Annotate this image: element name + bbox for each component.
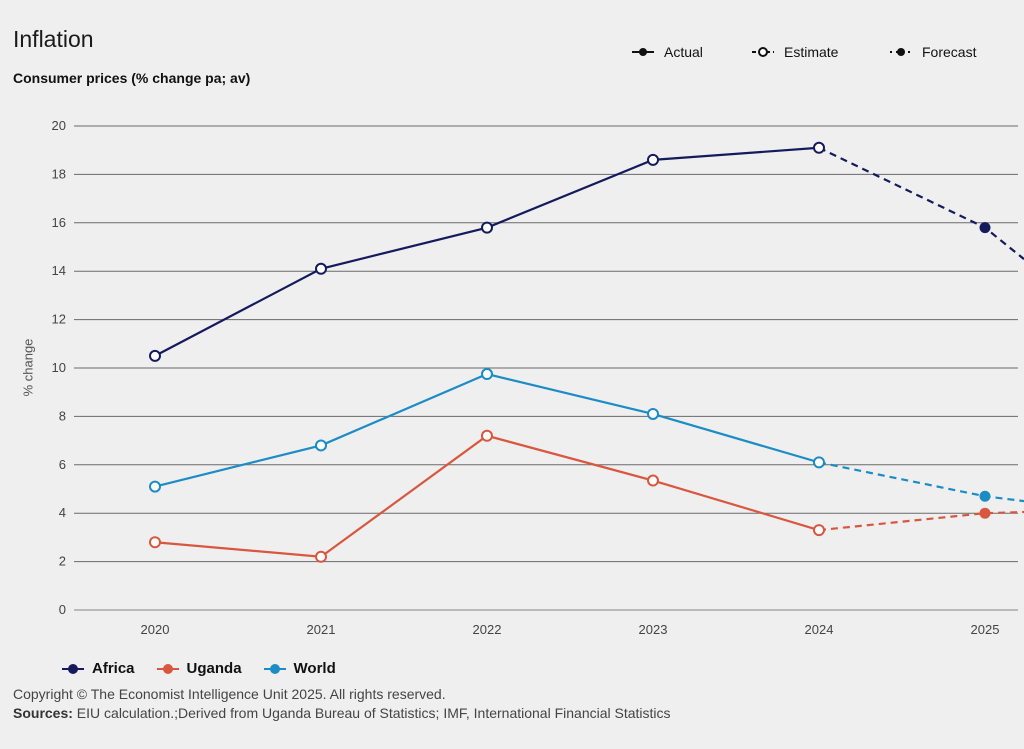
y-tick-label-2: 2 [59, 554, 66, 569]
africa-series-line [154, 146, 820, 357]
y-tick-label-20: 20 [52, 118, 66, 133]
world-point-2021 [315, 439, 327, 452]
x-tick-label-2024: 2024 [805, 622, 834, 637]
x-tick-label-2023: 2023 [639, 622, 668, 637]
uganda-point-2021 [315, 550, 327, 563]
forecast-marker-icon [890, 48, 912, 56]
key-estimate-label: Estimate [784, 44, 839, 60]
legend-item-uganda[interactable]: Uganda [156, 660, 242, 677]
key-forecast: Forecast [890, 44, 976, 60]
legend-uganda-label: Uganda [186, 660, 242, 677]
world-point-2023 [647, 407, 659, 420]
x-tick-label-2025: 2025 [971, 622, 1000, 637]
world-forecast-line [818, 461, 1024, 503]
uganda-point-2023 [647, 474, 659, 487]
y-tick-label-0: 0 [59, 602, 66, 617]
chart-title: Inflation [13, 26, 94, 52]
y-tick-label-10: 10 [52, 360, 66, 375]
africa-point-2020 [149, 349, 161, 362]
key-actual: Actual [632, 44, 703, 60]
world-point-2025 [979, 490, 991, 502]
legend-africa-label: Africa [92, 660, 135, 677]
africa-point-2024 [813, 141, 825, 154]
world-point-2024 [813, 456, 825, 469]
sources-label: Sources: [13, 705, 73, 721]
estimate-marker-icon [752, 47, 774, 57]
chart-subtitle: Consumer prices (% change pa; av) [13, 70, 251, 86]
x-tick-label-2021: 2021 [307, 622, 336, 637]
key-forecast-label: Forecast [922, 44, 977, 60]
world-point-2022 [481, 368, 493, 381]
africa-forecast-line [818, 146, 1024, 260]
legend-item-africa[interactable]: Africa [62, 660, 135, 677]
legend-uganda-swatch [156, 663, 179, 675]
y-axis-label-wrap: % change [18, 330, 38, 410]
key-actual-label: Actual [664, 44, 703, 60]
sources-line: Sources: EIU calculation.;Derived from U… [13, 705, 671, 721]
y-tick-label-6: 6 [59, 457, 66, 472]
x-tick-label-2022: 2022 [473, 622, 502, 637]
africa-point-2025 [979, 222, 991, 234]
uganda-point-2025 [979, 507, 991, 519]
africa-point-2021 [315, 262, 327, 275]
world-point-2020 [149, 480, 161, 493]
y-tick-label-14: 14 [52, 263, 66, 278]
sources-text: EIU calculation.;Derived from Uganda Bur… [72, 705, 671, 721]
y-tick-label-8: 8 [59, 408, 66, 423]
actual-marker-icon [632, 48, 654, 56]
y-tick-label-18: 18 [52, 166, 66, 181]
copyright-text: Copyright © The Economist Intelligence U… [13, 686, 446, 702]
y-axis-label: % change [20, 338, 36, 397]
series-legend: Africa Uganda World [62, 660, 336, 677]
uganda-point-2022 [481, 429, 493, 442]
africa-point-2023 [647, 153, 659, 166]
legend-world-label: World [293, 660, 336, 677]
y-tick-label-12: 12 [52, 312, 66, 327]
y-tick-label-4: 4 [59, 505, 66, 520]
uganda-forecast-line [818, 510, 1024, 532]
y-tick-label-16: 16 [52, 215, 66, 230]
uganda-point-2024 [813, 524, 825, 537]
x-tick-label-2020: 2020 [141, 622, 170, 637]
africa-point-2022 [481, 221, 493, 234]
legend-world-swatch [263, 663, 286, 675]
uganda-point-2020 [149, 536, 161, 549]
legend-africa-swatch [62, 663, 84, 675]
key-estimate: Estimate [752, 44, 838, 60]
uganda-series-line [154, 434, 820, 558]
legend-item-world[interactable]: World [263, 660, 336, 677]
